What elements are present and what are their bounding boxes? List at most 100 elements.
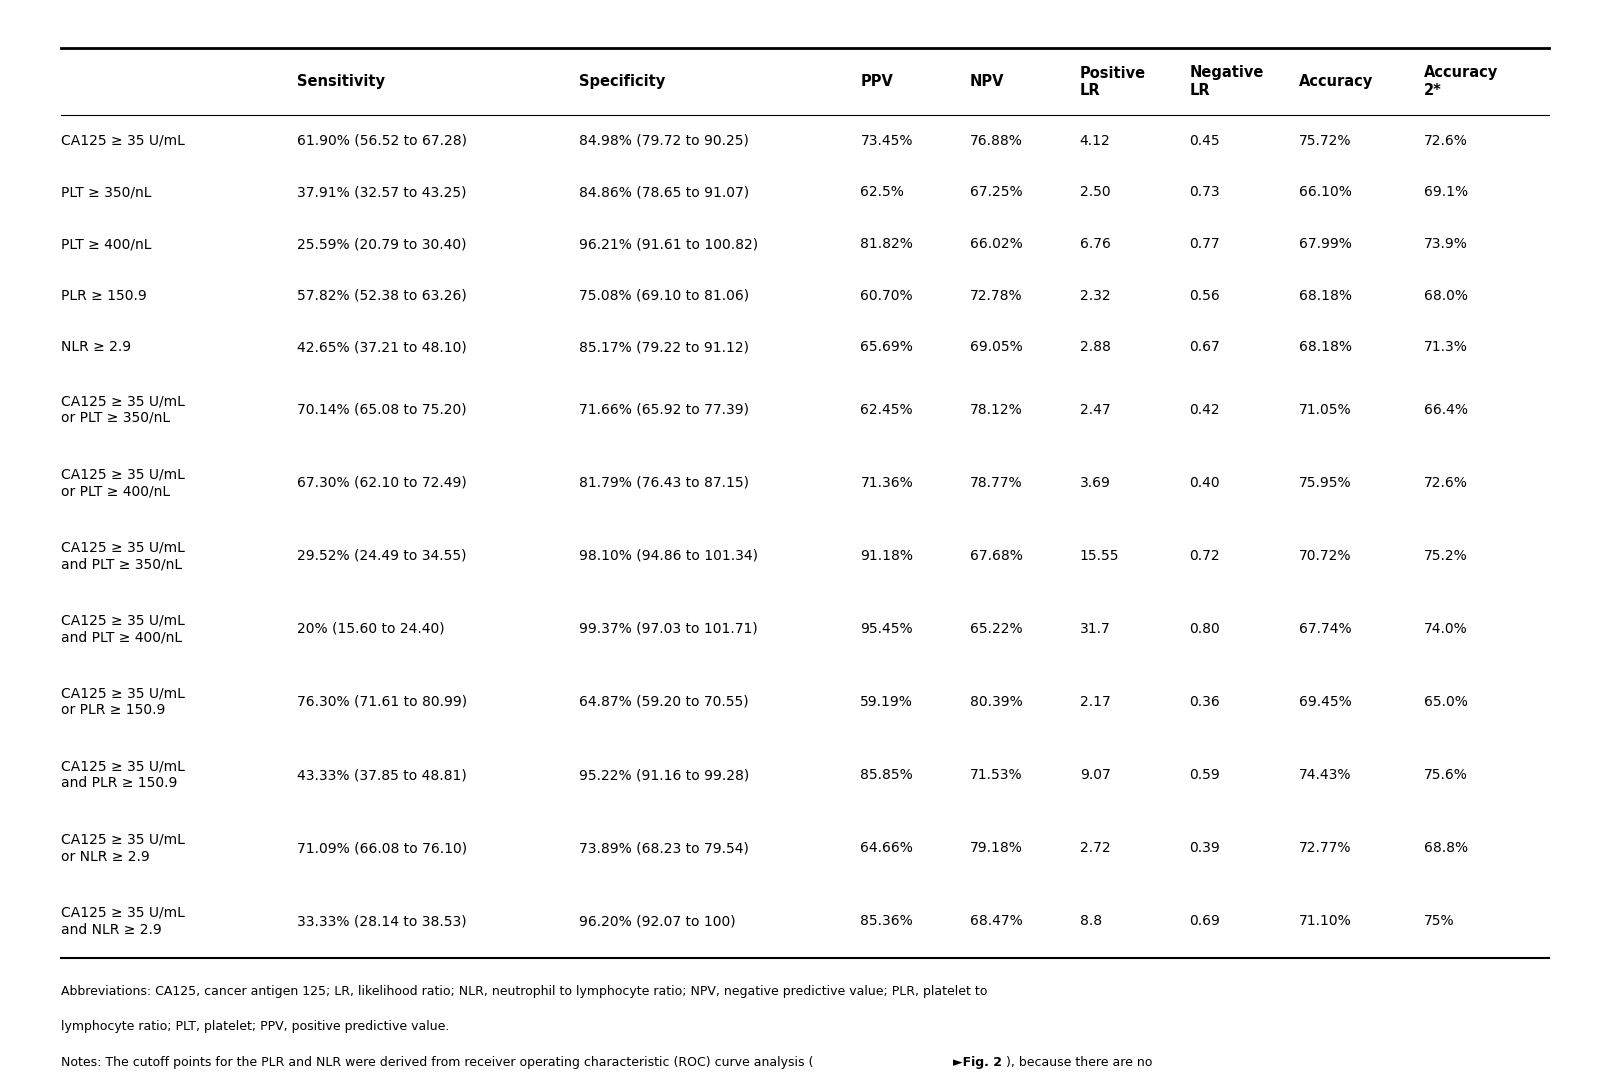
Text: 68.47%: 68.47% bbox=[970, 914, 1022, 929]
Text: 71.05%: 71.05% bbox=[1299, 402, 1352, 417]
Text: lymphocyte ratio; PLT, platelet; PPV, positive predictive value.: lymphocyte ratio; PLT, platelet; PPV, po… bbox=[61, 1020, 450, 1033]
Text: PLR ≥ 150.9: PLR ≥ 150.9 bbox=[61, 288, 147, 303]
Text: 68.0%: 68.0% bbox=[1424, 288, 1467, 303]
Text: 2.88: 2.88 bbox=[1080, 340, 1110, 355]
Text: 61.90% (56.52 to 67.28): 61.90% (56.52 to 67.28) bbox=[298, 133, 467, 148]
Text: 95.45%: 95.45% bbox=[861, 621, 914, 636]
Text: 31.7: 31.7 bbox=[1080, 621, 1110, 636]
Text: 69.05%: 69.05% bbox=[970, 340, 1022, 355]
Text: 68.18%: 68.18% bbox=[1299, 340, 1352, 355]
Text: Abbreviations: CA125, cancer antigen 125; LR, likelihood ratio; NLR, neutrophil : Abbreviations: CA125, cancer antigen 125… bbox=[61, 985, 987, 998]
Text: 71.10%: 71.10% bbox=[1299, 914, 1352, 929]
Text: 29.52% (24.49 to 34.55): 29.52% (24.49 to 34.55) bbox=[298, 548, 466, 563]
Text: 6.76: 6.76 bbox=[1080, 236, 1110, 252]
Text: ), because there are no: ), because there are no bbox=[1006, 1056, 1152, 1069]
Text: 3.69: 3.69 bbox=[1080, 475, 1110, 490]
Text: 85.36%: 85.36% bbox=[861, 914, 914, 929]
Text: 71.66% (65.92 to 77.39): 71.66% (65.92 to 77.39) bbox=[579, 402, 749, 417]
Text: 65.0%: 65.0% bbox=[1424, 694, 1467, 710]
Text: 95.22% (91.16 to 99.28): 95.22% (91.16 to 99.28) bbox=[579, 768, 749, 783]
Text: 66.10%: 66.10% bbox=[1299, 185, 1352, 200]
Text: 81.79% (76.43 to 87.15): 81.79% (76.43 to 87.15) bbox=[579, 475, 749, 490]
Text: Notes: The cutoff points for the PLR and NLR were derived from receiver operatin: Notes: The cutoff points for the PLR and… bbox=[61, 1056, 813, 1069]
Text: 72.78%: 72.78% bbox=[970, 288, 1022, 303]
Text: 66.4%: 66.4% bbox=[1424, 402, 1467, 417]
Text: CA125 ≥ 35 U/mL
or PLT ≥ 400/nL: CA125 ≥ 35 U/mL or PLT ≥ 400/nL bbox=[61, 468, 184, 498]
Text: 0.69: 0.69 bbox=[1189, 914, 1221, 929]
Text: 72.77%: 72.77% bbox=[1299, 841, 1352, 856]
Text: ►Fig. 2: ►Fig. 2 bbox=[954, 1056, 1002, 1069]
Text: CA125 ≥ 35 U/mL
or PLT ≥ 350/nL: CA125 ≥ 35 U/mL or PLT ≥ 350/nL bbox=[61, 395, 184, 425]
Text: 75.2%: 75.2% bbox=[1424, 548, 1467, 563]
Text: 74.43%: 74.43% bbox=[1299, 768, 1352, 783]
Text: 68.8%: 68.8% bbox=[1424, 841, 1469, 856]
Text: 42.65% (37.21 to 48.10): 42.65% (37.21 to 48.10) bbox=[298, 340, 467, 355]
Text: 0.77: 0.77 bbox=[1189, 236, 1219, 252]
Text: 85.85%: 85.85% bbox=[861, 768, 914, 783]
Text: 0.80: 0.80 bbox=[1189, 621, 1221, 636]
Text: 64.87% (59.20 to 70.55): 64.87% (59.20 to 70.55) bbox=[579, 694, 749, 710]
Text: Negative
LR: Negative LR bbox=[1189, 66, 1264, 98]
Text: 0.40: 0.40 bbox=[1189, 475, 1219, 490]
Text: 9.07: 9.07 bbox=[1080, 768, 1110, 783]
Text: 74.0%: 74.0% bbox=[1424, 621, 1467, 636]
Text: 0.67: 0.67 bbox=[1189, 340, 1221, 355]
Text: 80.39%: 80.39% bbox=[970, 694, 1022, 710]
Text: 91.18%: 91.18% bbox=[861, 548, 914, 563]
Text: 0.59: 0.59 bbox=[1189, 768, 1221, 783]
Text: 2.17: 2.17 bbox=[1080, 694, 1110, 710]
Text: 2.47: 2.47 bbox=[1080, 402, 1110, 417]
Text: 71.53%: 71.53% bbox=[970, 768, 1022, 783]
Text: 96.20% (92.07 to 100): 96.20% (92.07 to 100) bbox=[579, 914, 736, 929]
Text: 65.22%: 65.22% bbox=[970, 621, 1022, 636]
Text: 60.70%: 60.70% bbox=[861, 288, 914, 303]
Text: 0.45: 0.45 bbox=[1189, 133, 1219, 148]
Text: 78.12%: 78.12% bbox=[970, 402, 1022, 417]
Text: 2.50: 2.50 bbox=[1080, 185, 1110, 200]
Text: 59.19%: 59.19% bbox=[861, 694, 914, 710]
Text: 73.9%: 73.9% bbox=[1424, 236, 1467, 252]
Text: 75.6%: 75.6% bbox=[1424, 768, 1467, 783]
Text: CA125 ≥ 35 U/mL
and PLT ≥ 400/nL: CA125 ≥ 35 U/mL and PLT ≥ 400/nL bbox=[61, 614, 184, 644]
Text: 99.37% (97.03 to 101.71): 99.37% (97.03 to 101.71) bbox=[579, 621, 757, 636]
Text: PPV: PPV bbox=[861, 74, 893, 89]
Text: 75.08% (69.10 to 81.06): 75.08% (69.10 to 81.06) bbox=[579, 288, 749, 303]
Text: CA125 ≥ 35 U/mL: CA125 ≥ 35 U/mL bbox=[61, 133, 184, 148]
Text: Positive
LR: Positive LR bbox=[1080, 66, 1146, 98]
Text: 98.10% (94.86 to 101.34): 98.10% (94.86 to 101.34) bbox=[579, 548, 758, 563]
Text: Accuracy: Accuracy bbox=[1299, 74, 1373, 89]
Text: 84.86% (78.65 to 91.07): 84.86% (78.65 to 91.07) bbox=[579, 185, 749, 200]
Text: 57.82% (52.38 to 63.26): 57.82% (52.38 to 63.26) bbox=[298, 288, 467, 303]
Text: 69.45%: 69.45% bbox=[1299, 694, 1352, 710]
Text: 15.55: 15.55 bbox=[1080, 548, 1120, 563]
Text: 76.88%: 76.88% bbox=[970, 133, 1022, 148]
Text: 78.77%: 78.77% bbox=[970, 475, 1022, 490]
Text: 67.74%: 67.74% bbox=[1299, 621, 1352, 636]
Text: 67.68%: 67.68% bbox=[970, 548, 1022, 563]
Text: 75.95%: 75.95% bbox=[1299, 475, 1352, 490]
Text: 72.6%: 72.6% bbox=[1424, 475, 1467, 490]
Text: 0.73: 0.73 bbox=[1189, 185, 1219, 200]
Text: 79.18%: 79.18% bbox=[970, 841, 1022, 856]
Text: 67.25%: 67.25% bbox=[970, 185, 1022, 200]
Text: 67.99%: 67.99% bbox=[1299, 236, 1352, 252]
Text: 62.45%: 62.45% bbox=[861, 402, 914, 417]
Text: 84.98% (79.72 to 90.25): 84.98% (79.72 to 90.25) bbox=[579, 133, 749, 148]
Text: CA125 ≥ 35 U/mL
or NLR ≥ 2.9: CA125 ≥ 35 U/mL or NLR ≥ 2.9 bbox=[61, 833, 184, 863]
Text: 71.36%: 71.36% bbox=[861, 475, 914, 490]
Text: 70.72%: 70.72% bbox=[1299, 548, 1352, 563]
Text: 65.69%: 65.69% bbox=[861, 340, 914, 355]
Text: 85.17% (79.22 to 91.12): 85.17% (79.22 to 91.12) bbox=[579, 340, 749, 355]
Text: PLT ≥ 350/nL: PLT ≥ 350/nL bbox=[61, 185, 152, 200]
Text: CA125 ≥ 35 U/mL
and PLT ≥ 350/nL: CA125 ≥ 35 U/mL and PLT ≥ 350/nL bbox=[61, 541, 184, 571]
Text: 70.14% (65.08 to 75.20): 70.14% (65.08 to 75.20) bbox=[298, 402, 467, 417]
Text: 33.33% (28.14 to 38.53): 33.33% (28.14 to 38.53) bbox=[298, 914, 467, 929]
Text: 0.72: 0.72 bbox=[1189, 548, 1219, 563]
Text: CA125 ≥ 35 U/mL
and PLR ≥ 150.9: CA125 ≥ 35 U/mL and PLR ≥ 150.9 bbox=[61, 760, 184, 790]
Text: 75.72%: 75.72% bbox=[1299, 133, 1352, 148]
Text: 64.66%: 64.66% bbox=[861, 841, 914, 856]
Text: 66.02%: 66.02% bbox=[970, 236, 1022, 252]
Text: 2.72: 2.72 bbox=[1080, 841, 1110, 856]
Text: Sensitivity: Sensitivity bbox=[298, 74, 386, 89]
Text: Specificity: Specificity bbox=[579, 74, 666, 89]
